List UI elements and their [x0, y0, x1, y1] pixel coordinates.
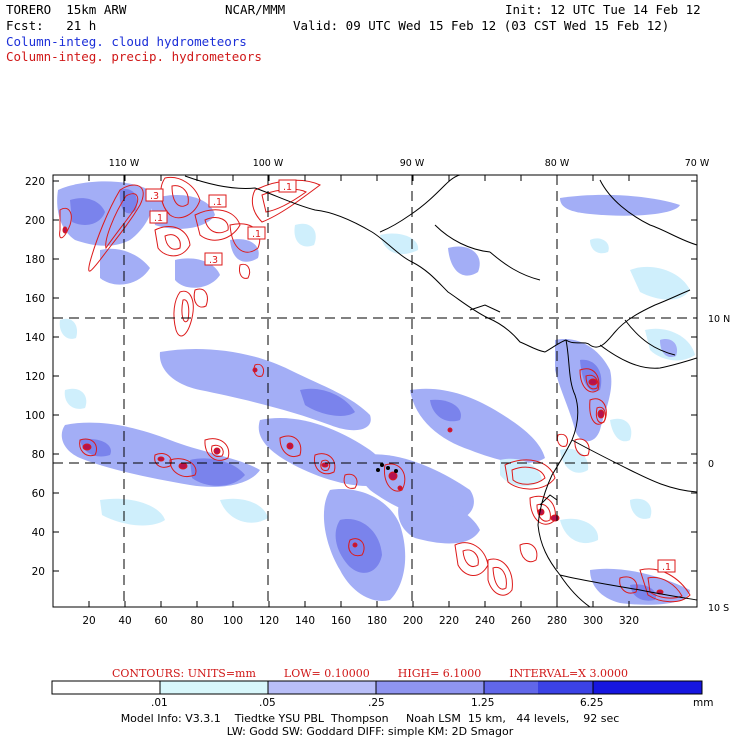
y-tick-label: 80: [32, 449, 45, 461]
precip-hydrometeor-contours: [59, 176, 691, 603]
contour-label: .1: [662, 562, 671, 573]
model-title: TORERO 15km ARW: [6, 2, 127, 17]
precip-cores: [62, 226, 664, 595]
x-tick-label: 40: [118, 615, 131, 627]
x-tick-label: 180: [367, 615, 387, 627]
lon-label: 80 W: [545, 158, 570, 169]
colorbar-bin: [376, 681, 484, 694]
init-time: Init: 12 UTC Tue 14 Feb 12: [505, 2, 701, 17]
x-axis-labels: 20 40 60 80 100 120 140 160 180 200 220 …: [82, 615, 639, 627]
colorbar-label: .05: [259, 697, 276, 709]
x-tick-label: 320: [619, 615, 639, 627]
x-tick-label: 240: [475, 615, 495, 627]
colorbar: [51, 680, 703, 695]
contour-high: HIGH= 6.1000: [397, 667, 482, 680]
contour-label: .1: [252, 229, 261, 240]
lat-lon-grid: [53, 175, 697, 607]
y-tick-label: 220: [25, 176, 45, 188]
y-tick-label: 120: [25, 371, 45, 383]
y-tick-label: 40: [32, 527, 45, 539]
latitude-labels: 10 N 0 10 S: [708, 314, 730, 614]
x-tick-label: 140: [295, 615, 315, 627]
x-tick-label: 80: [190, 615, 203, 627]
forecast-hour: Fcst: 21 h: [6, 18, 97, 33]
lon-label: 70 W: [685, 158, 710, 169]
y-axis-labels: 220 200 180 160 140 120 100 80 60 40 20: [25, 176, 45, 578]
y-tick-label: 100: [25, 410, 45, 422]
y-axis-ticks: [53, 180, 697, 572]
y-tick-label: 200: [25, 215, 45, 227]
colorbar-unit: mm: [693, 697, 714, 709]
contour-units: CONTOURS: UNITS=mm: [112, 667, 256, 680]
x-tick-label: 280: [547, 615, 567, 627]
x-tick-label: 220: [439, 615, 459, 627]
contour-label: .1: [154, 213, 163, 224]
colorbar-bin: [484, 681, 538, 694]
lat-label: 0: [708, 459, 714, 470]
precip-field-title: Column-integ. precip. hydrometeors: [6, 49, 262, 64]
coastline: [184, 175, 697, 607]
model-info: Model Info: V3.3.1 Tiedtke YSU PBL Thomp…: [120, 712, 620, 725]
contour-label: .3: [150, 191, 159, 202]
y-tick-label: 60: [32, 488, 45, 500]
y-tick-label: 140: [25, 332, 45, 344]
lon-label: 110 W: [109, 158, 140, 169]
colorbar-bin: [160, 681, 268, 694]
x-tick-label: 160: [331, 615, 351, 627]
x-tick-label: 260: [511, 615, 531, 627]
lat-label: 10 S: [708, 603, 729, 614]
colorbar-bin: [593, 681, 702, 694]
colorbar-label: 1.25: [471, 697, 495, 709]
x-tick-label: 300: [583, 615, 603, 627]
cloud-field-title: Column-integ. cloud hydrometeors: [6, 34, 247, 49]
organization-label: NCAR/MMM: [225, 2, 286, 17]
lon-label: 100 W: [253, 158, 284, 169]
colorbar-label: .25: [368, 697, 385, 709]
colorbar-bin: [538, 681, 593, 694]
colorbar-bin: [52, 681, 160, 694]
valid-time: Valid: 09 UTC Wed 15 Feb 12 (03 CST Wed …: [293, 18, 670, 33]
contour-low: LOW= 0.10000: [283, 667, 370, 680]
x-tick-label: 200: [403, 615, 423, 627]
map-frame: [52, 174, 698, 608]
cloud-hydrometeor-shading: [57, 181, 695, 605]
contour-label-boxes: .3 .1 .1 .1 .1 .3 .1: [145, 179, 676, 573]
y-tick-label: 180: [25, 254, 45, 266]
lon-label: 90 W: [400, 158, 425, 169]
contour-info: CONTOURS: UNITS=mm LOW= 0.10000 HIGH= 6.10…: [0, 667, 740, 680]
contour-interval: INTERVAL=X 3.0000: [509, 667, 628, 680]
lat-label: 10 N: [708, 314, 730, 325]
x-tick-label: 20: [82, 615, 95, 627]
physics-info: LW: Godd SW: Goddard DIFF: simple KM: 2D…: [226, 725, 514, 738]
y-tick-label: 160: [25, 293, 45, 305]
contour-label: .1: [283, 182, 292, 193]
x-tick-label: 60: [154, 615, 167, 627]
colorbar-label: .01: [151, 697, 168, 709]
colorbar-label: 6.25: [580, 697, 604, 709]
x-tick-label: 120: [259, 615, 279, 627]
x-axis-ticks: [88, 175, 630, 607]
colorbar-bin: [268, 681, 376, 694]
y-tick-label: 20: [32, 566, 45, 578]
contour-label: .1: [213, 197, 222, 208]
x-tick-label: 100: [223, 615, 243, 627]
longitude-labels: 110 W 100 W 90 W 80 W 70 W: [109, 158, 710, 169]
contour-label: .3: [209, 255, 218, 266]
